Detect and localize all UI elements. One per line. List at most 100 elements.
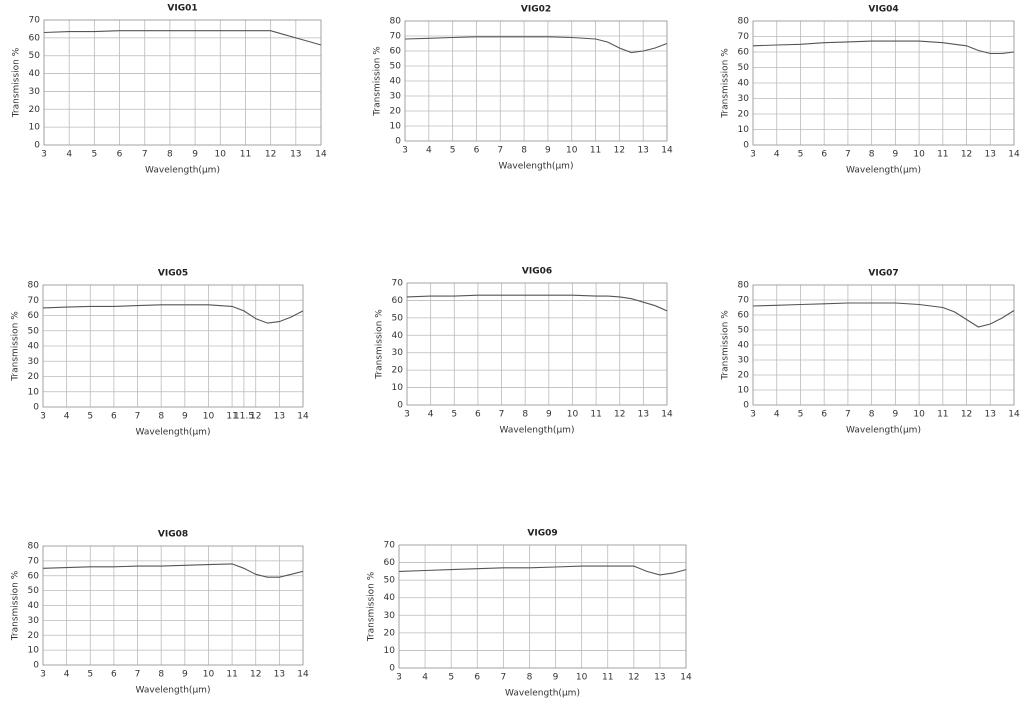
x-tick-label: 11 [240, 150, 251, 160]
x-tick-label: 4 [774, 410, 780, 420]
data-line [404, 36, 668, 54]
y-tick-label: 50 [28, 586, 40, 596]
x-tick-label: 10 [913, 150, 925, 160]
y-tick-label: 20 [390, 107, 402, 117]
x-tick-label: 6 [475, 410, 481, 420]
x-tick-label: 11 [590, 146, 601, 156]
x-tick-label: 3 [750, 410, 756, 420]
x-tick-label: 10 [203, 412, 215, 422]
data-line [43, 30, 322, 46]
x-tick-label: 11 [590, 410, 601, 420]
y-tick-label: 60 [738, 48, 750, 58]
data-line [42, 304, 304, 324]
x-tick-label: 10 [576, 673, 588, 683]
y-tick-label: 70 [390, 32, 402, 42]
x-axis-label: Wavelength(μm) [499, 162, 574, 172]
x-tick-label: 9 [546, 410, 552, 420]
y-tick-label: 30 [392, 348, 404, 358]
x-axis-label: Wavelength(μm) [505, 689, 580, 699]
y-tick-label: 60 [28, 311, 40, 321]
x-tick-label: 5 [87, 412, 93, 422]
x-tick-label: 11 [937, 410, 948, 420]
y-tick-label: 10 [738, 386, 750, 396]
y-tick-label: 20 [392, 366, 404, 376]
plot-frame [752, 20, 1015, 146]
x-tick-label: 13 [274, 412, 285, 422]
y-tick-label: 10 [28, 387, 40, 397]
x-tick-label: 8 [869, 150, 875, 160]
y-tick-label: 30 [390, 92, 402, 102]
y-tick-label: 40 [29, 69, 41, 79]
x-tick-label: 11 [937, 150, 948, 160]
y-tick-label: 40 [738, 341, 750, 351]
x-tick-label: 3 [41, 150, 47, 160]
chart-title: VIG01 [167, 4, 197, 14]
y-tick-label: 20 [738, 110, 750, 120]
y-tick-label: 50 [390, 62, 402, 72]
x-tick-label: 9 [182, 412, 188, 422]
y-tick-label: 20 [738, 371, 750, 381]
x-tick-label: 7 [142, 150, 148, 160]
y-tick-label: 40 [384, 593, 396, 603]
x-tick-label: 14 [661, 146, 673, 156]
x-tick-label: 3 [396, 673, 402, 683]
x-tick-label: 8 [869, 410, 875, 420]
y-tick-label: 30 [28, 616, 40, 626]
y-tick-label: 70 [384, 541, 396, 551]
x-axis-label: Wavelength(μm) [846, 166, 921, 176]
x-tick-label: 12 [614, 410, 625, 420]
y-axis-label: Transmission % [373, 46, 383, 117]
x-tick-label: 11 [226, 412, 237, 422]
y-tick-label: 70 [738, 296, 750, 306]
x-tick-label: 10 [203, 670, 215, 680]
y-tick-label: 50 [29, 51, 41, 61]
x-tick-label: 10 [567, 410, 579, 420]
y-tick-label: 40 [28, 342, 40, 352]
chart-title: VIG07 [868, 269, 898, 279]
x-tick-label: 5 [798, 150, 804, 160]
plot-frame [398, 544, 687, 669]
x-axis-label: Wavelength(μm) [145, 166, 220, 176]
y-tick-label: 50 [738, 63, 750, 73]
y-axis-label: Transmission % [367, 571, 377, 642]
x-tick-label: 13 [985, 150, 996, 160]
x-tick-label: 4 [64, 670, 70, 680]
chart-title: VIG08 [158, 530, 188, 540]
y-tick-label: 10 [738, 125, 750, 135]
x-tick-label: 14 [680, 673, 692, 683]
y-tick-label: 20 [28, 631, 40, 641]
plot-frame [404, 20, 668, 142]
x-tick-label: 6 [821, 410, 827, 420]
x-tick-label: 14 [297, 412, 309, 422]
y-tick-label: 40 [28, 601, 40, 611]
x-tick-label: 11.5 [234, 412, 254, 422]
y-tick-label: 20 [29, 105, 41, 115]
x-tick-label: 6 [117, 150, 123, 160]
x-tick-label: 6 [111, 670, 117, 680]
x-tick-label: 5 [448, 673, 454, 683]
y-tick-label: 10 [384, 646, 396, 656]
y-axis-label: Transmission % [11, 311, 21, 382]
y-axis-label: Transmission % [12, 47, 22, 118]
plot-frame [42, 545, 304, 666]
x-tick-label: 8 [522, 410, 528, 420]
x-tick-label: 3 [750, 150, 756, 160]
y-tick-label: 80 [28, 281, 40, 291]
x-axis-label: Wavelength(μm) [846, 426, 921, 436]
y-tick-label: 70 [29, 16, 41, 26]
x-tick-label: 13 [274, 670, 285, 680]
x-tick-label: 5 [91, 150, 97, 160]
y-tick-label: 10 [28, 646, 40, 656]
y-tick-label: 20 [28, 372, 40, 382]
data-line [406, 294, 668, 312]
x-tick-label: 6 [111, 412, 117, 422]
x-tick-label: 8 [527, 673, 533, 683]
y-tick-label: 0 [33, 403, 39, 413]
y-tick-label: 0 [743, 401, 749, 411]
y-axis-label: Transmission % [11, 570, 21, 641]
y-tick-label: 60 [390, 47, 402, 57]
x-axis-label: Wavelength(μm) [500, 426, 575, 436]
x-axis-label: Wavelength(μm) [136, 686, 211, 696]
x-tick-label: 9 [545, 146, 551, 156]
